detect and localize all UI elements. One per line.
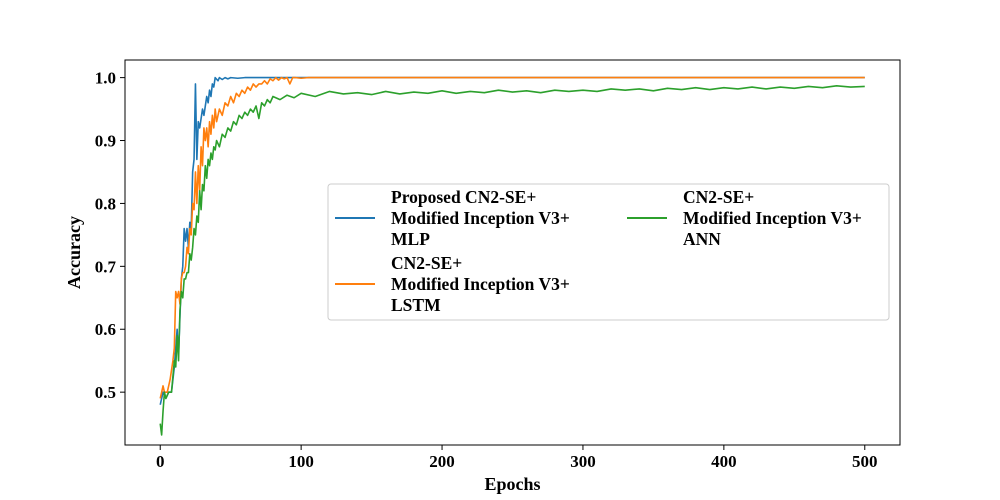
- x-axis-label: Epochs: [484, 474, 540, 494]
- legend-label-1: MLP: [391, 229, 430, 249]
- legend-label-1: Modified Inception V3+: [391, 208, 570, 228]
- series-line-3: [159, 84, 865, 436]
- legend-box: [327, 183, 890, 321]
- legend-label-1: Proposed CN2-SE+: [391, 187, 536, 207]
- y-tick-label: 0.5: [95, 383, 116, 402]
- x-tick-label: 200: [429, 452, 455, 471]
- x-tick-label: 300: [570, 452, 596, 471]
- plot-lines: [159, 76, 865, 436]
- legend-label-3: CN2-SE+: [683, 187, 754, 207]
- x-tick-label: 0: [156, 452, 165, 471]
- plot-frame: [124, 59, 901, 446]
- legend-label-2: CN2-SE+: [391, 253, 462, 273]
- y-tick-label: 0.7: [95, 257, 117, 276]
- y-tick-label: 0.6: [95, 320, 116, 339]
- legend-label-2: LSTM: [391, 295, 441, 315]
- x-tick-label: 100: [288, 452, 314, 471]
- legend: Proposed CN2-SE+Modified Inception V3+ML…: [327, 183, 890, 321]
- y-tick-label: 0.9: [95, 132, 116, 151]
- x-tick-label: 500: [852, 452, 878, 471]
- y-tick-label: 0.8: [95, 194, 116, 213]
- legend-label-3: Modified Inception V3+: [683, 208, 862, 228]
- x-axis: 0 100 200 300 400 500: [156, 445, 878, 471]
- y-axis-label: Accuracy: [64, 216, 84, 289]
- x-tick-label: 400: [711, 452, 737, 471]
- legend-label-3: ANN: [683, 229, 721, 249]
- legend-label-2: Modified Inception V3+: [391, 274, 570, 294]
- y-axis: 0.5 0.6 0.7 0.8 0.9 1.0: [95, 69, 125, 402]
- y-tick-label: 1.0: [95, 69, 116, 88]
